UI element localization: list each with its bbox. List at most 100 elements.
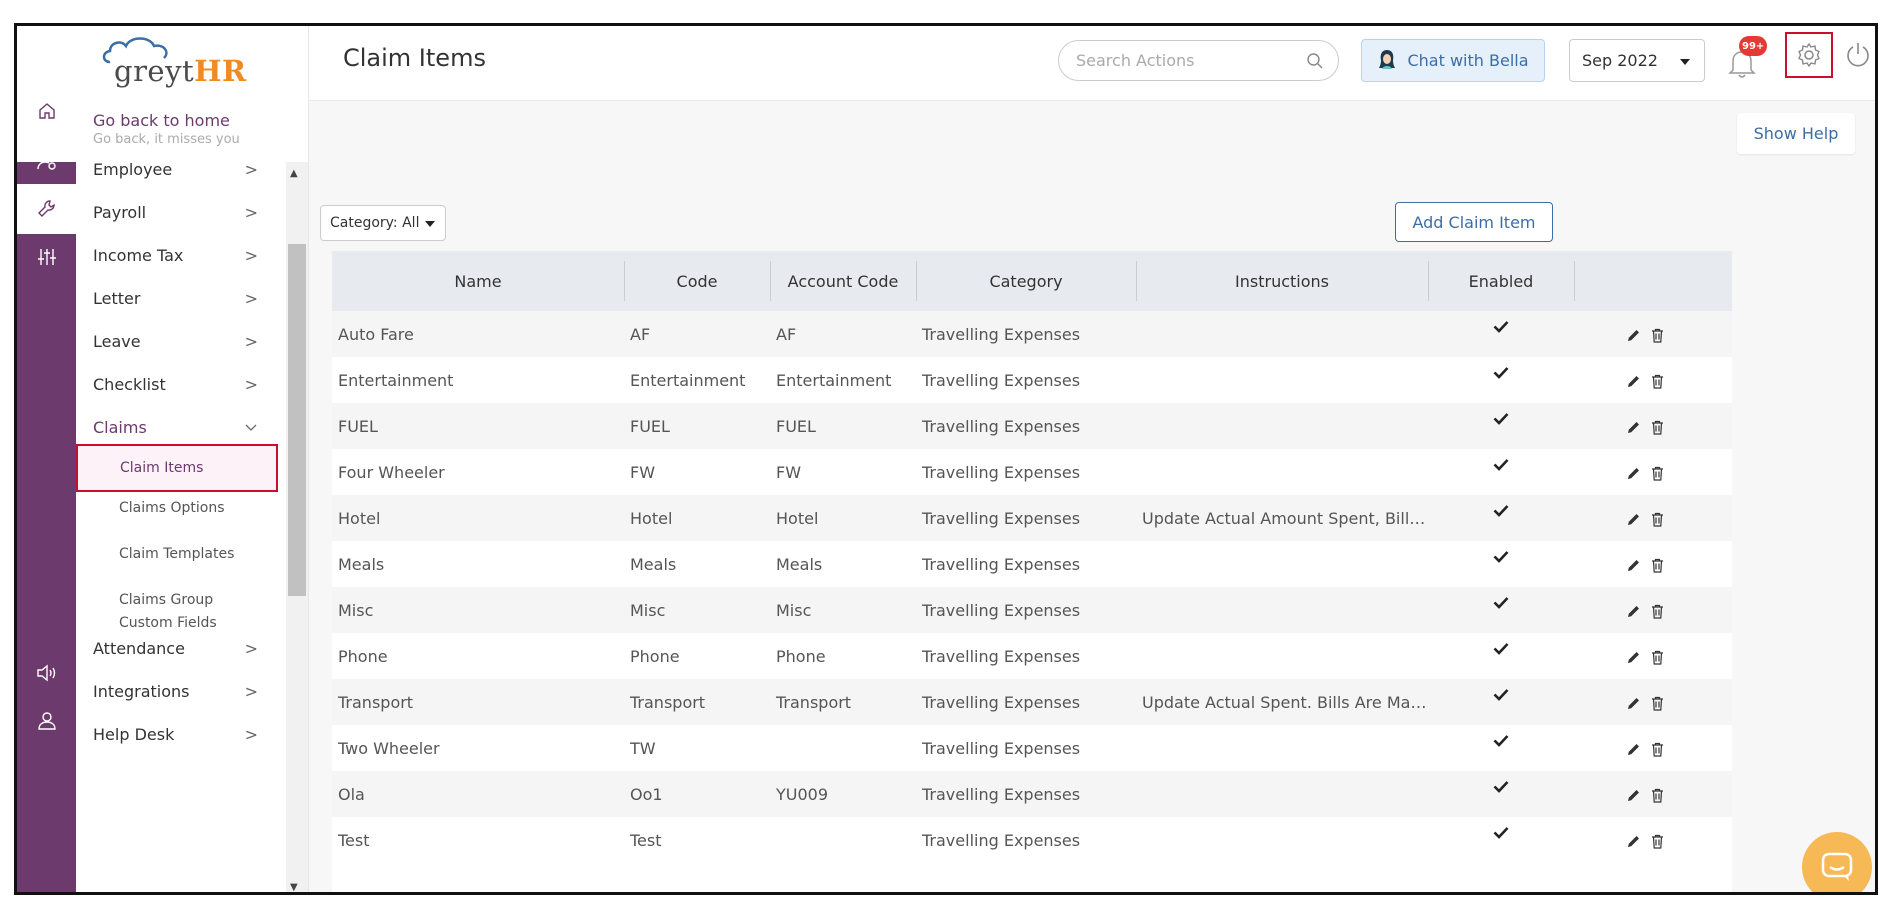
nav-item-label: Letter (93, 288, 141, 308)
nav-item-leave[interactable]: Leave > (93, 326, 258, 356)
nav-item-attendance[interactable]: Attendance > (93, 633, 258, 663)
search-input[interactable] (1076, 51, 1296, 70)
edit-icon[interactable] (1626, 420, 1641, 435)
column-header-name[interactable]: Name (332, 251, 624, 311)
cell-name: Misc (332, 587, 624, 633)
column-header-code[interactable]: Code (624, 251, 770, 311)
nav-scrollbar[interactable]: ▲ ▼ (286, 162, 308, 893)
checkmark-icon (1493, 364, 1509, 383)
chevron-right-icon: > (244, 288, 258, 308)
edit-icon[interactable] (1626, 650, 1641, 665)
user-icon[interactable] (17, 696, 76, 746)
delete-icon[interactable] (1651, 512, 1664, 527)
wrench-icon[interactable] (17, 184, 76, 234)
power-logout-icon[interactable] (1841, 38, 1875, 72)
app-window: greytHR Go back to home Go back, it miss… (14, 23, 1878, 895)
edit-icon[interactable] (1626, 558, 1641, 573)
search-icon[interactable] (1306, 52, 1324, 74)
category-filter-dropdown[interactable]: Category: All (320, 205, 446, 241)
greythr-logo[interactable]: greytHR (100, 32, 246, 92)
delete-icon[interactable] (1651, 558, 1664, 573)
cell-account-code: Hotel (770, 495, 916, 541)
chat-widget-icon[interactable] (1802, 832, 1872, 892)
cell-category: Travelling Expenses (916, 403, 1136, 449)
cell-account-code: AF (770, 311, 916, 357)
chat-with-bella-button[interactable]: Chat with Bella (1361, 39, 1545, 82)
scroll-up-arrow-icon[interactable]: ▲ (290, 168, 298, 179)
edit-icon[interactable] (1626, 834, 1641, 849)
nav-item-help-desk[interactable]: Help Desk > (93, 719, 258, 749)
month-select[interactable]: Sep 2022 (1569, 39, 1705, 82)
nav-item-letter[interactable]: Letter > (93, 283, 258, 313)
checkmark-icon (1493, 686, 1509, 705)
cell-actions (1574, 495, 1732, 541)
announcement-icon[interactable] (17, 648, 76, 698)
nav-item-label: Claims (93, 417, 147, 437)
delete-icon[interactable] (1651, 374, 1664, 389)
show-help-button[interactable]: Show Help (1737, 113, 1855, 154)
home-icon[interactable] (17, 86, 76, 136)
cell-category: Travelling Expenses (916, 633, 1136, 679)
delete-icon[interactable] (1651, 696, 1664, 711)
nav-item-employee[interactable]: Employee > (93, 162, 258, 184)
nav-sub-claim-items[interactable]: Claim Items (76, 444, 278, 492)
add-claim-item-button[interactable]: Add Claim Item (1395, 202, 1553, 242)
nav-item-payroll[interactable]: Payroll > (93, 197, 258, 227)
cell-name: Phone (332, 633, 624, 679)
cell-actions (1574, 449, 1732, 495)
column-header-actions (1574, 251, 1732, 311)
edit-icon[interactable] (1626, 328, 1641, 343)
claim-items-table: Name Code Account Code Category Instruct… (332, 251, 1732, 892)
nav-item-claims[interactable]: Claims (93, 412, 258, 442)
delete-icon[interactable] (1651, 834, 1664, 849)
delete-icon[interactable] (1651, 650, 1664, 665)
cell-category: Travelling Expenses (916, 725, 1136, 771)
cell-account-code: Transport (770, 679, 916, 725)
nav-sub-claims-group-custom-fields[interactable]: Claims Group Custom Fields (119, 592, 217, 631)
edit-icon[interactable] (1626, 742, 1641, 757)
cell-code: FW (624, 449, 770, 495)
delete-icon[interactable] (1651, 788, 1664, 803)
cell-enabled (1428, 725, 1574, 771)
delete-icon[interactable] (1651, 466, 1664, 481)
cell-enabled (1428, 449, 1574, 495)
cell-enabled (1428, 817, 1574, 863)
employee-settings-icon[interactable] (17, 136, 76, 186)
nav-item-checklist[interactable]: Checklist > (93, 369, 258, 399)
cell-actions (1574, 679, 1732, 725)
column-header-enabled[interactable]: Enabled (1428, 251, 1574, 311)
delete-icon[interactable] (1651, 420, 1664, 435)
table-row: Entertainment Entertainment Entertainment T… (332, 357, 1732, 403)
edit-icon[interactable] (1626, 788, 1641, 803)
edit-icon[interactable] (1626, 466, 1641, 481)
cell-account-code: Entertainment (770, 357, 916, 403)
notifications-bell-icon[interactable]: 99+ (1727, 36, 1768, 80)
scroll-down-arrow-icon[interactable]: ▼ (290, 882, 298, 893)
nav-item-income-tax[interactable]: Income Tax > (93, 240, 258, 270)
icon-rail (17, 26, 76, 892)
cell-code: Transport (624, 679, 770, 725)
go-back-home-link[interactable]: Go back to home Go back, it misses you (93, 111, 240, 147)
column-header-account-code[interactable]: Account Code (770, 251, 916, 311)
edit-icon[interactable] (1626, 374, 1641, 389)
edit-icon[interactable] (1626, 696, 1641, 711)
nav-sub-claims-options[interactable]: Claims Options (119, 500, 225, 516)
delete-icon[interactable] (1651, 742, 1664, 757)
page-title: Claim Items (343, 44, 486, 72)
caret-down-icon (1680, 59, 1690, 65)
delete-icon[interactable] (1651, 604, 1664, 619)
settings-gear-icon[interactable] (1785, 32, 1833, 78)
chevron-right-icon: > (244, 162, 258, 179)
cell-actions (1574, 403, 1732, 449)
delete-icon[interactable] (1651, 328, 1664, 343)
sliders-icon[interactable] (17, 232, 76, 282)
edit-icon[interactable] (1626, 512, 1641, 527)
nav-sub-claim-templates[interactable]: Claim Templates (119, 546, 235, 562)
nav-item-integrations[interactable]: Integrations > (93, 676, 258, 706)
edit-icon[interactable] (1626, 604, 1641, 619)
scrollbar-thumb[interactable] (288, 244, 306, 596)
column-header-category[interactable]: Category (916, 251, 1136, 311)
search-box[interactable] (1058, 40, 1339, 81)
column-header-instructions[interactable]: Instructions (1136, 251, 1428, 311)
table-row: Meals Meals Meals Travelling Expenses (332, 541, 1732, 587)
